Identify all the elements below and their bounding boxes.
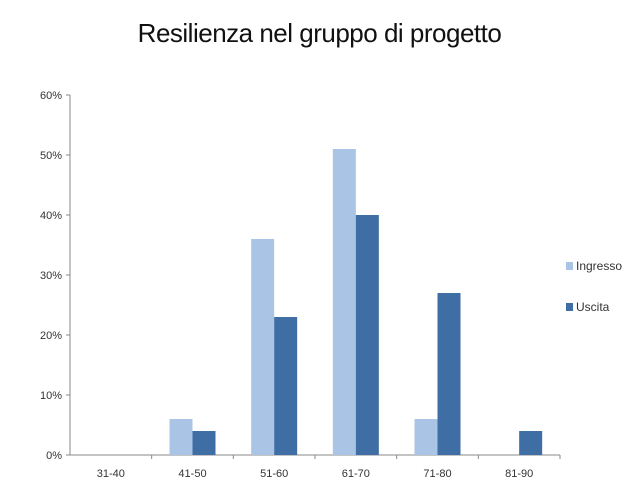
x-tick-label: 81-90 bbox=[505, 468, 533, 480]
legend-swatch-uscita bbox=[566, 303, 573, 311]
chart-title: Resilienza nel gruppo di progetto bbox=[137, 18, 502, 48]
bar-uscita-41-50 bbox=[192, 431, 216, 455]
bar-ingresso-61-70 bbox=[332, 149, 356, 455]
bar-ingresso-71-80 bbox=[414, 419, 438, 455]
x-tick-label: 41-50 bbox=[178, 468, 206, 480]
bar-ingresso-51-60 bbox=[251, 239, 275, 455]
bar-uscita-71-80 bbox=[437, 293, 461, 455]
legend-label-ingresso: Ingresso bbox=[576, 259, 622, 273]
bar-uscita-61-70 bbox=[355, 215, 379, 455]
x-tick-label: 51-60 bbox=[260, 468, 288, 480]
bar-ingresso-41-50 bbox=[169, 419, 193, 455]
y-tick-label: 0% bbox=[46, 450, 62, 462]
y-tick-label: 40% bbox=[40, 210, 62, 222]
x-tick-label: 31-40 bbox=[97, 468, 125, 480]
x-tick-label: 71-80 bbox=[423, 468, 451, 480]
y-tick-label: 20% bbox=[40, 330, 62, 342]
legend-swatch-ingresso bbox=[566, 262, 573, 270]
y-tick-label: 30% bbox=[40, 270, 62, 282]
legend-label-uscita: Uscita bbox=[576, 300, 610, 314]
bar-uscita-51-60 bbox=[274, 317, 298, 455]
bar-uscita-81-90 bbox=[519, 431, 543, 455]
y-tick-label: 50% bbox=[40, 150, 62, 162]
x-tick-label: 61-70 bbox=[342, 468, 370, 480]
y-tick-label: 10% bbox=[40, 390, 62, 402]
y-tick-label: 60% bbox=[40, 90, 62, 102]
